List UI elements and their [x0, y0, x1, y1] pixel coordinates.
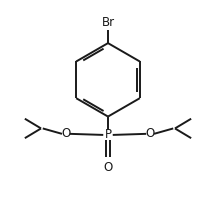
Text: O: O	[146, 127, 155, 140]
Text: P: P	[105, 128, 111, 141]
Text: O: O	[103, 161, 113, 174]
Text: O: O	[61, 127, 70, 140]
Text: Br: Br	[102, 16, 114, 29]
